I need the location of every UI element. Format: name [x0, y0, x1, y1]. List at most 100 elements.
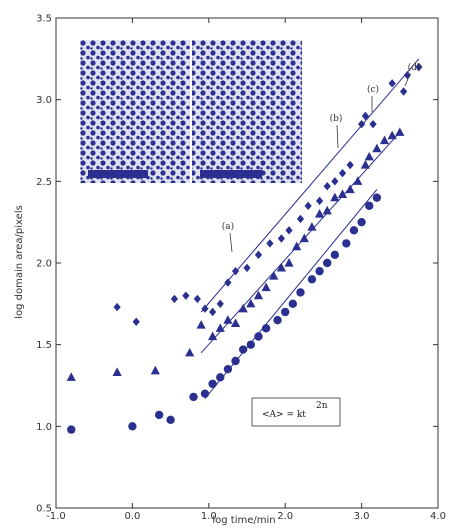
- triangle-marker: [337, 189, 348, 198]
- circle-marker: [216, 373, 225, 382]
- y-axis: 0.5 1.0 1.5 2.0 2.5 3.0 3.5: [36, 14, 438, 515]
- circle-marker: [223, 364, 233, 374]
- triangle-marker: [223, 315, 233, 324]
- annotation-c: (c): [367, 84, 379, 112]
- circle-marker: [254, 332, 263, 341]
- y-tick-label: 3.0: [36, 95, 52, 106]
- diamond-marker: [277, 234, 285, 243]
- triangle-marker: [314, 209, 325, 218]
- x-tick-label: 0.0: [124, 511, 140, 522]
- circle-marker: [231, 356, 240, 366]
- triangle-marker: [185, 347, 195, 357]
- diamond-marker: [224, 278, 232, 287]
- triangle-marker: [112, 367, 122, 377]
- diamond-marker: [266, 239, 274, 248]
- formula-exponent: 2n: [316, 401, 328, 411]
- diamond-marker: [346, 160, 354, 170]
- diamond-marker: [201, 304, 209, 313]
- triangle-marker: [379, 135, 390, 145]
- diamond-marker: [132, 317, 140, 326]
- triangle-marker: [307, 222, 317, 231]
- triangle-marker: [276, 262, 286, 272]
- annotation-d-label: (d): [408, 62, 421, 73]
- circle-marker: [246, 340, 256, 349]
- triangle-marker: [208, 331, 218, 341]
- triangle-marker: [150, 365, 160, 375]
- diamond-marker: [216, 299, 224, 309]
- diamond-marker: [113, 302, 121, 312]
- x-axis: -1.0 0.0 1.0 2.0 3.0 4.0: [46, 18, 446, 522]
- triangle-marker: [395, 127, 405, 136]
- circle-marker: [330, 250, 340, 260]
- inset-right-panel: [192, 40, 302, 183]
- triangle-marker: [196, 320, 206, 329]
- diamond-marker: [209, 307, 217, 317]
- y-tick-label: 2.5: [36, 177, 52, 188]
- circle-marker: [307, 275, 317, 284]
- diamond-marker: [415, 62, 423, 72]
- circle-marker: [128, 422, 137, 431]
- fit-line: [200, 131, 401, 354]
- circle-marker: [273, 315, 282, 325]
- diamond-marker: [296, 214, 305, 224]
- diamond-marker: [231, 266, 240, 276]
- y-tick-label: 2.0: [36, 259, 52, 270]
- triangle-marker: [261, 282, 271, 292]
- diamond-marker: [331, 177, 339, 186]
- annotation-c-label: (c): [367, 84, 379, 95]
- inset-scale-bar-right: [200, 170, 262, 178]
- diamond-marker: [304, 201, 312, 211]
- x-tick-label: 3.0: [354, 511, 370, 522]
- formula-box: <A> = kt 2n: [251, 397, 341, 427]
- circle-marker: [349, 226, 359, 235]
- y-tick-label: 1.5: [36, 340, 52, 351]
- x-axis-title: log time/min: [212, 515, 275, 526]
- circle-marker: [67, 425, 76, 434]
- x-tick-label: 4.0: [430, 511, 446, 522]
- circle-marker: [372, 193, 382, 202]
- diamond-marker: [254, 250, 263, 260]
- inset-scale-bar-left: [88, 170, 148, 178]
- inset-left-panel: [80, 40, 190, 183]
- annotation-a-pointer: [229, 232, 233, 253]
- diamond-marker: [323, 182, 331, 191]
- circle-marker: [154, 410, 164, 420]
- diamond-marker: [400, 87, 408, 96]
- diamond-marker: [193, 294, 201, 304]
- circle-marker: [323, 258, 332, 268]
- circle-marker: [357, 217, 366, 227]
- diamond-marker: [182, 291, 190, 300]
- annotation-b-label: (b): [330, 113, 343, 124]
- triangle-marker: [364, 151, 374, 161]
- triangle-marker: [345, 184, 355, 194]
- diamond-marker: [243, 263, 251, 273]
- circle-marker: [238, 345, 248, 354]
- triangle-marker: [322, 205, 332, 215]
- diamond-marker: [361, 111, 370, 121]
- x-tick-label: -1.0: [46, 511, 66, 522]
- circle-marker: [166, 415, 175, 424]
- y-axis-title: log domain area/pixels: [14, 205, 25, 319]
- annotation-a-label: (a): [222, 221, 234, 232]
- inset-micrograph: [80, 40, 302, 183]
- y-tick-label: 3.5: [36, 14, 52, 25]
- circle-marker: [261, 324, 271, 333]
- triangle-marker: [230, 318, 241, 328]
- annotation-d: (d): [404, 62, 421, 87]
- triangle-marker: [284, 258, 294, 267]
- triangle-marker: [299, 233, 309, 243]
- triangle-marker: [66, 372, 76, 381]
- x-tick-label: 1.0: [201, 511, 217, 522]
- diamond-marker: [369, 119, 377, 129]
- formula-text: <A> = kt: [262, 410, 306, 420]
- diamond-marker: [315, 196, 324, 206]
- diamond-marker: [170, 294, 179, 304]
- triangle-marker: [269, 271, 279, 280]
- diamond-marker: [403, 70, 412, 80]
- circle-marker: [296, 288, 305, 297]
- x-tick-label: 2.0: [277, 511, 293, 522]
- annotation-b-pointer: [336, 124, 339, 149]
- triangle-marker: [353, 176, 363, 185]
- circle-marker: [189, 392, 198, 402]
- triangle-marker: [246, 298, 256, 308]
